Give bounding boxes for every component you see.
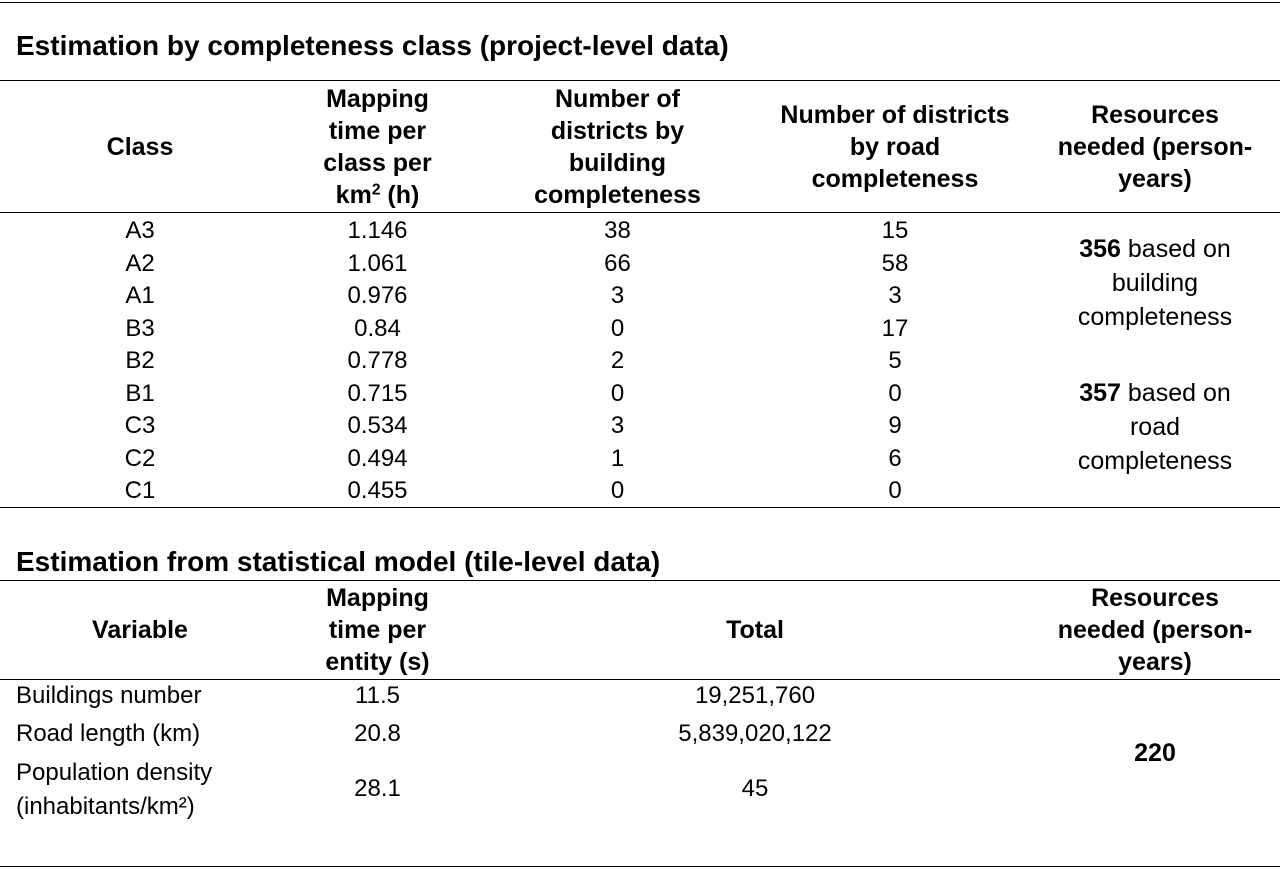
section2-header-top-rule bbox=[0, 580, 1280, 581]
table-cell-time: 0.715 bbox=[347, 379, 408, 407]
header-total: Total bbox=[726, 616, 784, 644]
class-column: A3 A2 A1 B3 B2 B1 C3 C2 C1 bbox=[70, 215, 210, 508]
table-cell-time: 0.976 bbox=[347, 282, 408, 309]
resources-road-estimate: 357 based on road completeness bbox=[1077, 379, 1233, 475]
table-cell-time: 0.455 bbox=[347, 477, 408, 504]
table-cell-time: 0.84 bbox=[354, 314, 401, 342]
header-mapping-time-per-entity: Mapping time per entity (s) bbox=[325, 584, 430, 676]
resources-building-value: 356 bbox=[1079, 235, 1121, 263]
table-row-class: C2 bbox=[124, 444, 156, 472]
table-cell-road: 9 bbox=[888, 412, 902, 439]
table-cell-time: 0.494 bbox=[347, 444, 408, 472]
bottom-rule bbox=[0, 866, 1280, 867]
header-building-completeness: Number of districts by building complete… bbox=[534, 85, 701, 209]
table-row-class: B3 bbox=[125, 314, 155, 342]
total-buildings-number: 19,251,760 bbox=[694, 682, 816, 709]
section1-header-bottom-rule bbox=[0, 212, 1280, 213]
table-cell-building: 2 bbox=[610, 347, 625, 374]
resources-building-estimate: 356 based on building completeness bbox=[1077, 235, 1233, 331]
building-column: 38 66 3 0 2 0 3 1 0 bbox=[540, 215, 695, 508]
table-cell-building: 0 bbox=[610, 477, 625, 504]
table-row-class: A3 bbox=[125, 217, 155, 244]
table-cell-building: 3 bbox=[610, 412, 625, 439]
section2-title: Estimation from statistical model (tile-… bbox=[16, 546, 661, 577]
table-row-class: A1 bbox=[125, 282, 155, 309]
resources-model-value: 220 bbox=[1134, 739, 1176, 767]
header-variable: Variable bbox=[92, 616, 188, 644]
table-cell-building: 0 bbox=[610, 314, 625, 342]
header-road-completeness: Number of districts by road completeness bbox=[780, 101, 1010, 193]
table-cell-time: 0.778 bbox=[347, 347, 408, 374]
table-cell-building: 0 bbox=[610, 379, 625, 407]
variable-road-length: Road length (km) bbox=[16, 720, 201, 747]
table-cell-road: 17 bbox=[881, 314, 909, 342]
mapping-time-column: 1.146 1.061 0.976 0.84 0.778 0.715 0.534… bbox=[300, 215, 455, 508]
table-cell-road: 0 bbox=[888, 477, 902, 504]
table-cell-time: 0.534 bbox=[347, 412, 408, 439]
table-cell-road: 0 bbox=[888, 379, 902, 407]
total-road-length: 5,839,020,122 bbox=[678, 720, 832, 747]
resources-road-value: 357 bbox=[1079, 379, 1121, 407]
table-row-class: C1 bbox=[124, 477, 156, 504]
table-cell-road: 58 bbox=[881, 249, 909, 277]
top-rule bbox=[0, 2, 1280, 3]
section2-header-bottom-rule bbox=[0, 679, 1280, 680]
header-mapping-time-per-class: Mapping time per class per km2 (h) bbox=[323, 85, 432, 209]
header-class: Class bbox=[106, 133, 174, 161]
table-cell-building: 1 bbox=[610, 444, 625, 472]
header-resources-needed: Resources needed (person-years) bbox=[1057, 101, 1253, 193]
time-road-length: 20.8 bbox=[354, 720, 401, 747]
table-cell-time: 1.146 bbox=[347, 217, 408, 244]
table-cell-road: 5 bbox=[888, 347, 902, 374]
time-population-density: 28.1 bbox=[354, 775, 401, 802]
table-cell-road: 15 bbox=[881, 217, 909, 244]
variable-population-density: Population density (inhabitants/km²) bbox=[16, 759, 213, 820]
variable-buildings-number: Buildings number bbox=[16, 682, 202, 709]
resources-model-estimate: 220 bbox=[1040, 736, 1270, 770]
section1-header-top-rule bbox=[0, 80, 1280, 81]
table-cell-road: 3 bbox=[888, 282, 902, 309]
table-row-class: B1 bbox=[125, 379, 155, 407]
table-row-class: A2 bbox=[125, 249, 155, 277]
table-cell-building: 66 bbox=[604, 249, 631, 277]
header-resources-needed-2: Resources needed (person-years) bbox=[1057, 584, 1253, 676]
section1-title: Estimation by completeness class (projec… bbox=[16, 30, 729, 61]
table-row-class: B2 bbox=[125, 347, 155, 374]
table-cell-time: 1.061 bbox=[347, 249, 408, 277]
table-cell-building: 3 bbox=[610, 282, 625, 309]
table-row-class: C3 bbox=[124, 412, 156, 439]
total-population-density: 45 bbox=[741, 775, 769, 802]
table-cell-building: 38 bbox=[604, 217, 631, 244]
table-cell-road: 6 bbox=[888, 444, 902, 472]
section1-bottom-rule bbox=[0, 507, 1280, 508]
road-column: 15 58 3 17 5 0 9 6 0 bbox=[815, 215, 975, 508]
time-buildings-number: 11.5 bbox=[355, 682, 400, 709]
